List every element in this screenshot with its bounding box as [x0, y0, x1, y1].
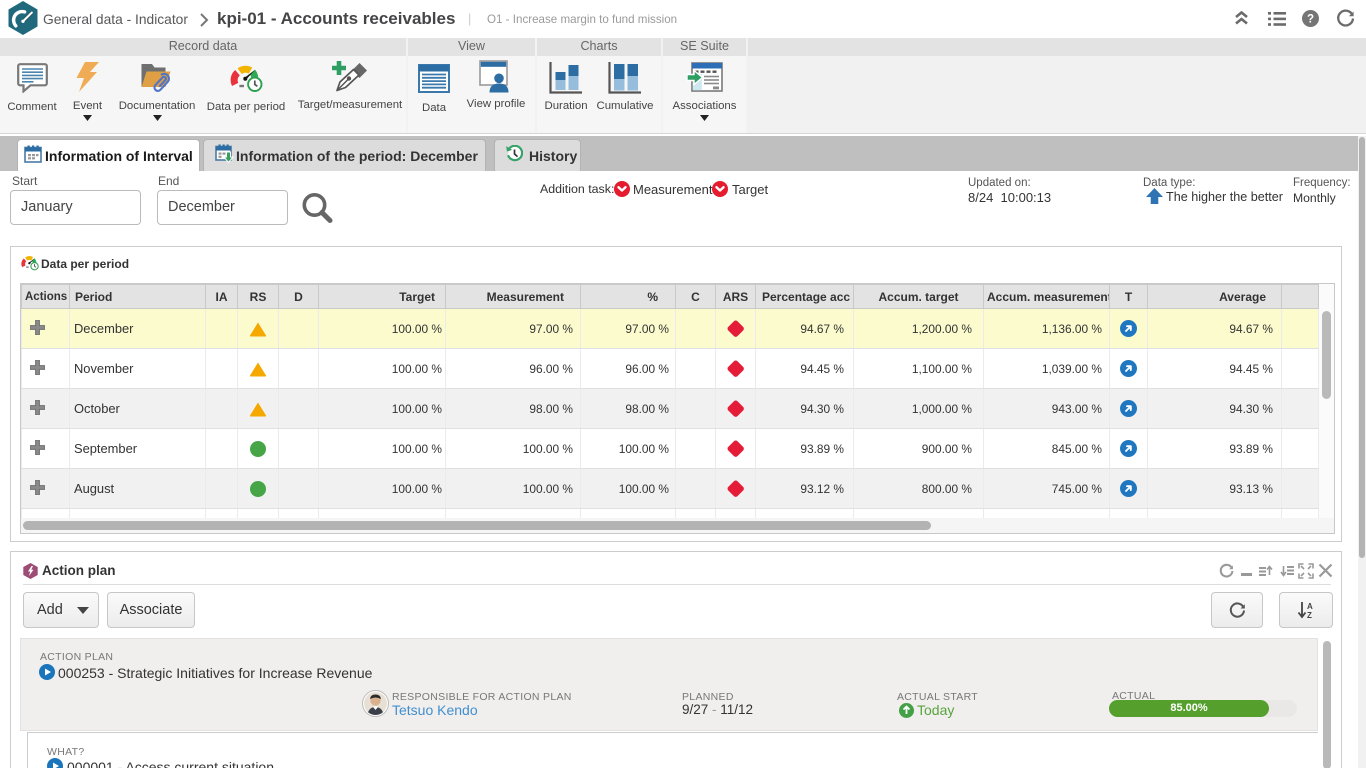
svg-text:A: A — [1307, 602, 1313, 611]
svg-text:?: ? — [1307, 14, 1314, 26]
svg-text:Z: Z — [1307, 611, 1312, 620]
